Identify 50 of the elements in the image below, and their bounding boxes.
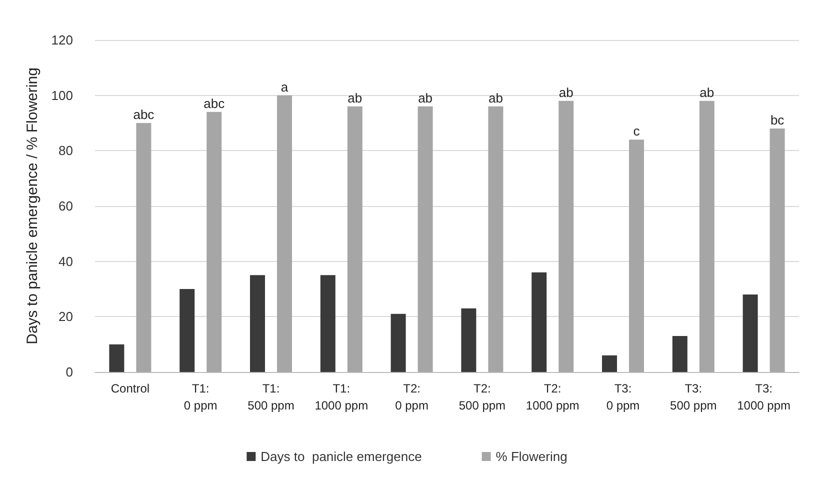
- bar: [277, 95, 292, 372]
- y-tick-label: 20: [58, 309, 73, 324]
- y-axis-title: Days to panicle emergence / % Flowering: [24, 68, 41, 344]
- x-tick-label: T1: 1000 ppm: [314, 382, 368, 412]
- y-tick-label: 60: [58, 198, 73, 214]
- x-tick-label: T2: 0 ppm: [395, 382, 428, 412]
- x-tick-label: T1: 0 ppm: [184, 382, 218, 412]
- bar: [320, 275, 336, 372]
- bar: [602, 355, 617, 372]
- x-tick-label: T3: 1000 ppm: [737, 382, 790, 412]
- bar: [418, 106, 433, 372]
- legend-label: Days to panicle emergence: [260, 449, 422, 464]
- x-tick-label: T1: 500 ppm: [248, 382, 294, 412]
- data-label: ab: [418, 90, 433, 106]
- data-label: ab: [700, 84, 714, 100]
- bar: [461, 308, 476, 372]
- data-label: abc: [133, 107, 155, 122]
- x-tick-label: Control: [110, 382, 150, 396]
- bar: [742, 294, 758, 372]
- bar: [558, 100, 574, 372]
- bar: [136, 123, 152, 372]
- data-label: c: [633, 124, 640, 139]
- data-label: abc: [204, 96, 226, 111]
- bar: [532, 272, 547, 372]
- bar: [770, 128, 785, 372]
- bar: [109, 344, 124, 372]
- bar: [390, 314, 406, 372]
- bar: [206, 112, 222, 372]
- data-label: ab: [558, 84, 574, 100]
- data-label: a: [280, 79, 289, 94]
- y-tick-label: 80: [58, 143, 73, 158]
- y-tick-label: 40: [58, 254, 73, 269]
- y-tick-label: 0: [66, 364, 73, 380]
- bar: [347, 106, 362, 372]
- bar: [629, 140, 644, 372]
- x-tick-label: T2: 500 ppm: [458, 382, 506, 412]
- bar: [699, 100, 714, 372]
- x-tick-label: T3: 0 ppm: [606, 382, 640, 412]
- data-label: ab: [488, 90, 503, 106]
- y-tick-label: 120: [51, 32, 73, 48]
- data-label: ab: [348, 90, 362, 106]
- bar: [672, 336, 688, 372]
- bar: [488, 106, 504, 372]
- x-tick-label: T2: 1000 ppm: [526, 382, 580, 412]
- data-label: bc: [770, 112, 785, 128]
- bar: [250, 275, 265, 372]
- y-tick-label: 100: [51, 88, 73, 103]
- legend-label: % Flowering: [496, 449, 568, 464]
- x-tick-label: T3: 500 ppm: [670, 382, 717, 412]
- bar: [180, 289, 195, 372]
